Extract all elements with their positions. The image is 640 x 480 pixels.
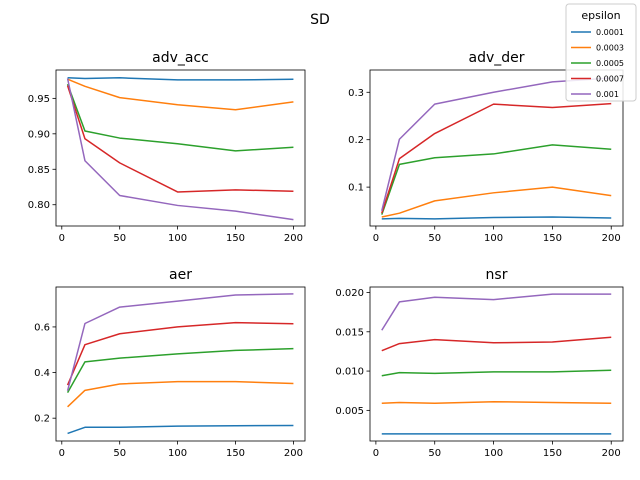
subplot-title: aer bbox=[169, 267, 192, 283]
y-tick-label: 0.3 bbox=[348, 88, 364, 99]
y-tick-label: 0.85 bbox=[28, 165, 50, 176]
x-tick-label: 50 bbox=[428, 233, 441, 244]
series-line-0.001 bbox=[66, 293, 294, 391]
series-line-0.0005 bbox=[381, 144, 612, 215]
y-tick-label: 0.2 bbox=[34, 414, 50, 425]
legend-label: 0.0001 bbox=[596, 28, 624, 37]
series-line-0.0007 bbox=[381, 336, 612, 352]
x-tick-label: 0 bbox=[373, 233, 379, 244]
y-tick-label: 0.015 bbox=[335, 327, 364, 338]
series-line-0.0005 bbox=[66, 347, 294, 393]
legend-label: 0.0003 bbox=[596, 44, 624, 53]
series-line-0.001 bbox=[381, 77, 612, 212]
series-line-0.001 bbox=[66, 78, 294, 221]
subplot-title: adv_der bbox=[468, 50, 524, 66]
axes-frame bbox=[55, 69, 306, 227]
y-tick-label: 0.90 bbox=[28, 129, 50, 140]
x-tick-label: 150 bbox=[543, 233, 562, 244]
subplot-title: nsr bbox=[486, 267, 508, 283]
y-tick-label: 0.1 bbox=[348, 183, 364, 194]
x-tick-label: 50 bbox=[113, 233, 126, 244]
x-tick-label: 200 bbox=[602, 448, 621, 459]
x-tick-label: 0 bbox=[59, 233, 65, 244]
x-tick-label: 50 bbox=[428, 448, 441, 459]
x-tick-label: 100 bbox=[484, 448, 503, 459]
x-tick-label: 0 bbox=[373, 448, 379, 459]
y-tick-label: 0.020 bbox=[335, 288, 364, 299]
series-line-0.0001 bbox=[381, 216, 612, 220]
subplot-nsr: nsr 0 50 100 150 200 0.005 0.010 0.015 0.020 bbox=[335, 267, 624, 459]
series-line-0.0003 bbox=[381, 400, 612, 405]
series-line-0.0007 bbox=[66, 321, 294, 386]
x-tick-label: 150 bbox=[543, 448, 562, 459]
x-tick-label: 50 bbox=[113, 448, 126, 459]
x-tick-label: 200 bbox=[602, 233, 621, 244]
y-tick-label: 0.6 bbox=[34, 322, 50, 333]
series-line-0.0003 bbox=[67, 78, 294, 111]
legend-label: 0.001 bbox=[596, 90, 619, 99]
legend: epsilon 0.0001 0.0003 0.0005 0.0007 0.001 bbox=[565, 3, 637, 102]
x-tick-label: 100 bbox=[168, 448, 187, 459]
y-tick-label: 0.4 bbox=[34, 368, 50, 379]
series-line-0.0005 bbox=[381, 369, 612, 377]
x-tick-label: 200 bbox=[284, 233, 303, 244]
subplot-title: adv_acc bbox=[152, 50, 209, 66]
y-tick-label: 0.005 bbox=[335, 406, 364, 417]
series-line-0.0007 bbox=[66, 85, 294, 193]
x-tick-label: 150 bbox=[226, 233, 245, 244]
axes-frame bbox=[369, 286, 624, 442]
series-line-0.0005 bbox=[66, 83, 294, 152]
x-tick-label: 200 bbox=[284, 448, 303, 459]
y-tick-label: 0.80 bbox=[28, 200, 50, 211]
series-line-0.0007 bbox=[381, 102, 612, 214]
series-line-0.0003 bbox=[381, 186, 612, 218]
x-tick-label: 0 bbox=[59, 448, 65, 459]
y-tick-label: 0.95 bbox=[28, 94, 50, 105]
legend-label: 0.0005 bbox=[596, 59, 624, 68]
legend-title: epsilon bbox=[581, 9, 620, 22]
series-line-0.0003 bbox=[67, 380, 294, 408]
x-tick-label: 100 bbox=[484, 233, 503, 244]
series-line-0.0001 bbox=[67, 424, 294, 435]
axes-frame bbox=[369, 69, 624, 227]
y-tick-label: 0.010 bbox=[335, 367, 364, 378]
x-tick-label: 150 bbox=[226, 448, 245, 459]
series-line-0.0001 bbox=[67, 77, 294, 81]
axes-frame bbox=[55, 286, 306, 442]
subplot-adv_acc: adv_acc 0 50 100 150 200 0.80 0.85 0.90 0.95 bbox=[28, 50, 306, 244]
y-tick-label: 0.2 bbox=[348, 135, 364, 146]
legend-box bbox=[565, 3, 637, 102]
figure-title: SD bbox=[310, 12, 330, 28]
x-tick-label: 100 bbox=[168, 233, 187, 244]
subplot-adv_der: adv_der 0 50 100 150 200 0.1 0.2 0.3 bbox=[348, 50, 624, 244]
series-line-0.001 bbox=[381, 293, 612, 331]
subplot-aer: aer 0 50 100 150 200 0.2 0.4 0.6 bbox=[34, 267, 306, 459]
legend-label: 0.0007 bbox=[596, 75, 624, 84]
